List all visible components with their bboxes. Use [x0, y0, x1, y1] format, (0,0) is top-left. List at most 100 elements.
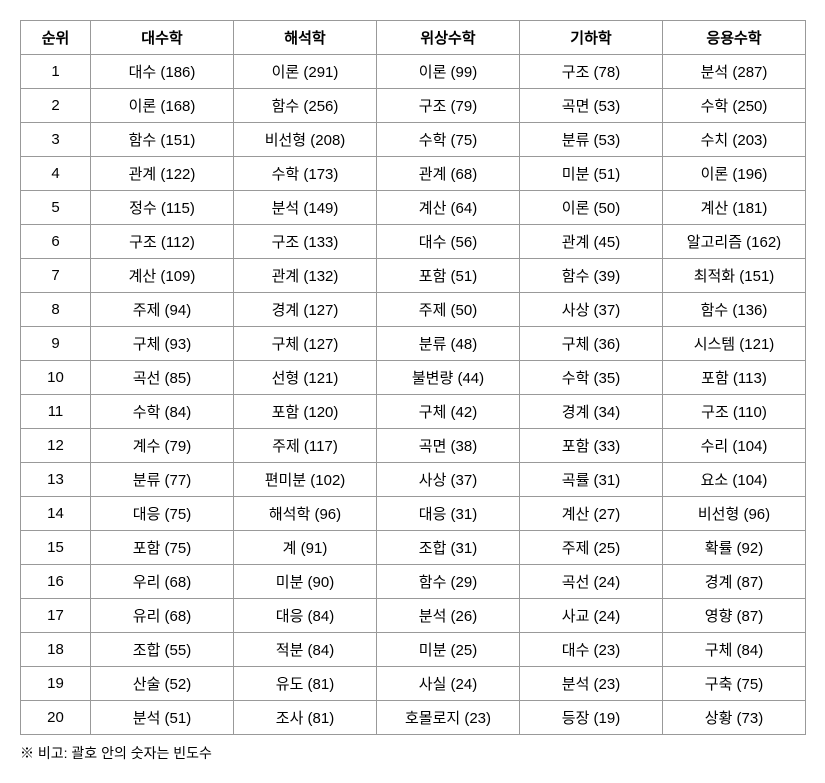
table-cell: 해석학 (96)	[234, 497, 377, 531]
table-cell: 최적화 (151)	[663, 259, 806, 293]
table-row: 4관계 (122)수학 (173)관계 (68)미분 (51)이론 (196)	[21, 157, 806, 191]
table-cell: 경계 (127)	[234, 293, 377, 327]
footnote: ※ 비고: 괄호 안의 숫자는 빈도수	[20, 743, 805, 763]
table-cell: 분류 (77)	[91, 463, 234, 497]
table-cell: 계산 (27)	[520, 497, 663, 531]
table-cell: 대수 (186)	[91, 55, 234, 89]
table-cell: 포함 (113)	[663, 361, 806, 395]
frequency-table: 순위 대수학 해석학 위상수학 기하학 응용수학 1대수 (186)이론 (29…	[20, 20, 806, 735]
table-cell: 이론 (291)	[234, 55, 377, 89]
table-cell: 수학 (173)	[234, 157, 377, 191]
table-row: 20분석 (51)조사 (81)호몰로지 (23)등장 (19)상황 (73)	[21, 701, 806, 735]
table-row: 3함수 (151)비선형 (208)수학 (75)분류 (53)수치 (203)	[21, 123, 806, 157]
table-cell: 곡선 (85)	[91, 361, 234, 395]
table-row: 14대응 (75)해석학 (96)대응 (31)계산 (27)비선형 (96)	[21, 497, 806, 531]
table-cell: 7	[21, 259, 91, 293]
table-cell: 수치 (203)	[663, 123, 806, 157]
table-cell: 상황 (73)	[663, 701, 806, 735]
table-cell: 6	[21, 225, 91, 259]
table-cell: 분석 (26)	[377, 599, 520, 633]
table-cell: 13	[21, 463, 91, 497]
table-cell: 12	[21, 429, 91, 463]
table-cell: 구축 (75)	[663, 667, 806, 701]
table-row: 10곡선 (85)선형 (121)불변량 (44)수학 (35)포함 (113)	[21, 361, 806, 395]
table-cell: 8	[21, 293, 91, 327]
col-header-geometry: 기하학	[520, 21, 663, 55]
table-cell: 선형 (121)	[234, 361, 377, 395]
table-cell: 2	[21, 89, 91, 123]
table-cell: 구체 (93)	[91, 327, 234, 361]
table-cell: 11	[21, 395, 91, 429]
table-cell: 9	[21, 327, 91, 361]
table-cell: 조사 (81)	[234, 701, 377, 735]
table-cell: 대수 (23)	[520, 633, 663, 667]
table-cell: 함수 (39)	[520, 259, 663, 293]
table-cell: 사교 (24)	[520, 599, 663, 633]
table-cell: 1	[21, 55, 91, 89]
table-cell: 알고리즘 (162)	[663, 225, 806, 259]
table-cell: 4	[21, 157, 91, 191]
table-cell: 불변량 (44)	[377, 361, 520, 395]
table-cell: 주제 (50)	[377, 293, 520, 327]
table-cell: 주제 (25)	[520, 531, 663, 565]
table-cell: 계산 (181)	[663, 191, 806, 225]
table-row: 16우리 (68)미분 (90)함수 (29)곡선 (24)경계 (87)	[21, 565, 806, 599]
table-cell: 계산 (64)	[377, 191, 520, 225]
table-cell: 이론 (99)	[377, 55, 520, 89]
table-cell: 미분 (51)	[520, 157, 663, 191]
table-cell: 분류 (48)	[377, 327, 520, 361]
table-cell: 사상 (37)	[377, 463, 520, 497]
table-cell: 대응 (31)	[377, 497, 520, 531]
table-cell: 함수 (136)	[663, 293, 806, 327]
table-cell: 곡률 (31)	[520, 463, 663, 497]
table-row: 17유리 (68)대응 (84)분석 (26)사교 (24)영향 (87)	[21, 599, 806, 633]
table-row: 11수학 (84)포함 (120)구체 (42)경계 (34)구조 (110)	[21, 395, 806, 429]
table-cell: 3	[21, 123, 91, 157]
table-cell: 관계 (132)	[234, 259, 377, 293]
table-cell: 관계 (68)	[377, 157, 520, 191]
table-cell: 시스템 (121)	[663, 327, 806, 361]
table-cell: 10	[21, 361, 91, 395]
table-header-row: 순위 대수학 해석학 위상수학 기하학 응용수학	[21, 21, 806, 55]
table-cell: 계수 (79)	[91, 429, 234, 463]
table-cell: 분석 (23)	[520, 667, 663, 701]
table-cell: 주제 (117)	[234, 429, 377, 463]
table-cell: 계산 (109)	[91, 259, 234, 293]
table-cell: 적분 (84)	[234, 633, 377, 667]
table-row: 1대수 (186)이론 (291)이론 (99)구조 (78)분석 (287)	[21, 55, 806, 89]
table-row: 7계산 (109)관계 (132)포함 (51)함수 (39)최적화 (151)	[21, 259, 806, 293]
table-cell: 함수 (256)	[234, 89, 377, 123]
table-cell: 산술 (52)	[91, 667, 234, 701]
table-cell: 관계 (45)	[520, 225, 663, 259]
table-row: 2이론 (168)함수 (256)구조 (79)곡면 (53)수학 (250)	[21, 89, 806, 123]
table-cell: 비선형 (208)	[234, 123, 377, 157]
table-cell: 영향 (87)	[663, 599, 806, 633]
table-cell: 함수 (151)	[91, 123, 234, 157]
table-cell: 수리 (104)	[663, 429, 806, 463]
table-cell: 확률 (92)	[663, 531, 806, 565]
table-cell: 포함 (33)	[520, 429, 663, 463]
table-row: 8주제 (94)경계 (127)주제 (50)사상 (37)함수 (136)	[21, 293, 806, 327]
col-header-algebra: 대수학	[91, 21, 234, 55]
table-cell: 대응 (84)	[234, 599, 377, 633]
table-cell: 이론 (50)	[520, 191, 663, 225]
table-cell: 18	[21, 633, 91, 667]
table-cell: 곡선 (24)	[520, 565, 663, 599]
table-cell: 5	[21, 191, 91, 225]
table-cell: 대응 (75)	[91, 497, 234, 531]
table-cell: 수학 (84)	[91, 395, 234, 429]
table-cell: 경계 (34)	[520, 395, 663, 429]
table-cell: 이론 (196)	[663, 157, 806, 191]
table-cell: 구체 (42)	[377, 395, 520, 429]
table-cell: 구조 (133)	[234, 225, 377, 259]
table-cell: 미분 (90)	[234, 565, 377, 599]
col-header-topology: 위상수학	[377, 21, 520, 55]
table-cell: 우리 (68)	[91, 565, 234, 599]
table-cell: 수학 (75)	[377, 123, 520, 157]
table-cell: 사상 (37)	[520, 293, 663, 327]
table-cell: 구조 (112)	[91, 225, 234, 259]
table-cell: 계 (91)	[234, 531, 377, 565]
table-cell: 19	[21, 667, 91, 701]
table-cell: 구조 (110)	[663, 395, 806, 429]
table-cell: 유도 (81)	[234, 667, 377, 701]
